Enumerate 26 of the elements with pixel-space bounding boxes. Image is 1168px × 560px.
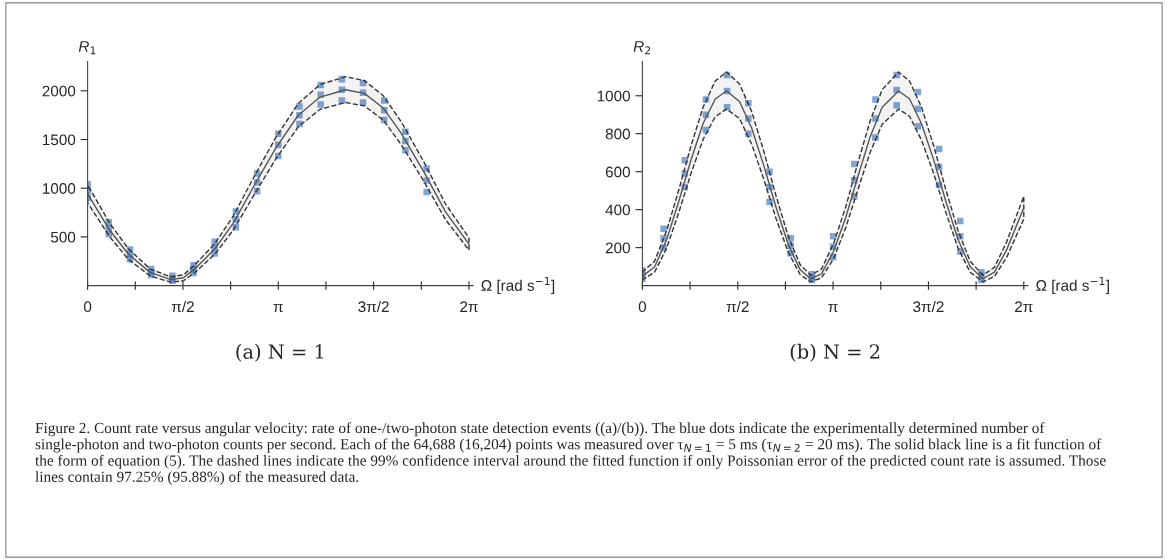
y-tick-label: 2000 [42,85,76,97]
y-tick-label: 400 [605,204,630,216]
x-tick-label: 2π [460,301,478,313]
y-tick-label: 200 [605,242,630,254]
x-tick-label: 0 [638,301,647,313]
x-tick-label: π [828,303,838,313]
y-tick-label: 600 [605,166,630,178]
x-tick-label: 3π/2 [358,300,389,313]
y-tick-label: 800 [605,128,630,140]
x-tick-label: π [273,303,283,313]
x-tick-label: π/2 [171,300,194,313]
x-axis-title: Ω [rad s$^{−1}$] [481,277,555,294]
x-tick-label: 0 [83,301,92,313]
x-axis-title: Ω [rad s$^{−1}$] [1036,277,1109,294]
y-tick-label: 1500 [42,134,76,146]
x-tick-label: 2π [1015,301,1033,313]
x-tick-label: 3π/2 [913,300,944,313]
text: (a) N = 1 [236,343,324,362]
y-tick-label: 500 [50,231,76,243]
text: (b) N = 2 [790,343,880,362]
x-tick-label: π/2 [726,300,749,313]
y-tick-label: 1000 [42,183,76,194]
y-tick-label: 1000 [597,90,630,102]
y-axis-title: R$_{2}$ [633,41,651,55]
caption: Figure 2. Count rate versus angular velocity: rate of one-/two-photon state detection events ((a)/(b)). The blue dots indicate the experimentally determined number of single-photon and two-photon counts per second. Each of the 64,688 (16,204) points was measured over τ$_{N=1}$ = 5 ms (τ$_{N=2}$ = 20 ms). The solid black line is a fit function of the form of equation (5). The dashed lines indicate the 99% confidence interval around the fitted function if only Poissonian error of the predicted count rate is assumed. Those lines contain 97.25% (95.88%) of the measured data. [35,422,1106,485]
y-axis-title: R$_{1}$ [78,41,96,55]
